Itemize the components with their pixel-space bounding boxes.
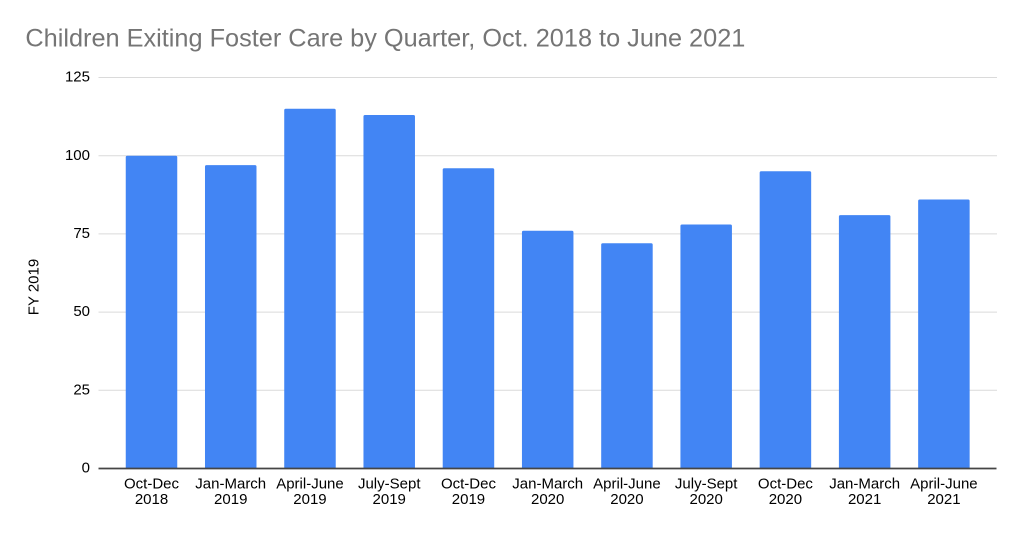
svg-text:Oct-Dec: Oct-Dec xyxy=(758,475,814,492)
svg-text:0: 0 xyxy=(82,460,90,477)
svg-text:Oct-Dec: Oct-Dec xyxy=(441,475,497,492)
svg-text:2019: 2019 xyxy=(214,491,247,508)
svg-text:2019: 2019 xyxy=(452,491,485,508)
svg-text:April-June: April-June xyxy=(276,475,344,492)
svg-text:50: 50 xyxy=(73,303,90,320)
svg-text:FY 2019: FY 2019 xyxy=(26,259,43,315)
svg-text:2018: 2018 xyxy=(135,491,168,508)
svg-text:Children Exiting Foster Care b: Children Exiting Foster Care by Quarter,… xyxy=(25,24,745,52)
svg-text:2019: 2019 xyxy=(293,491,326,508)
svg-text:July-Sept: July-Sept xyxy=(675,475,738,492)
svg-text:2020: 2020 xyxy=(531,491,564,508)
svg-text:April-June: April-June xyxy=(593,475,661,492)
svg-text:100: 100 xyxy=(65,147,90,164)
svg-text:2019: 2019 xyxy=(373,491,406,508)
svg-text:2020: 2020 xyxy=(769,491,802,508)
svg-text:75: 75 xyxy=(73,225,90,242)
svg-text:Jan-March: Jan-March xyxy=(829,475,900,492)
svg-text:Jan-March: Jan-March xyxy=(195,475,266,492)
svg-text:125: 125 xyxy=(65,69,90,86)
svg-text:Oct-Dec: Oct-Dec xyxy=(124,475,180,492)
svg-text:25: 25 xyxy=(73,381,90,398)
svg-text:2021: 2021 xyxy=(927,491,960,508)
svg-text:July-Sept: July-Sept xyxy=(358,475,421,492)
svg-text:2021: 2021 xyxy=(848,491,881,508)
svg-text:2020: 2020 xyxy=(689,491,722,508)
svg-text:April-June: April-June xyxy=(910,475,978,492)
svg-text:2020: 2020 xyxy=(610,491,643,508)
svg-text:Jan-March: Jan-March xyxy=(512,475,583,492)
